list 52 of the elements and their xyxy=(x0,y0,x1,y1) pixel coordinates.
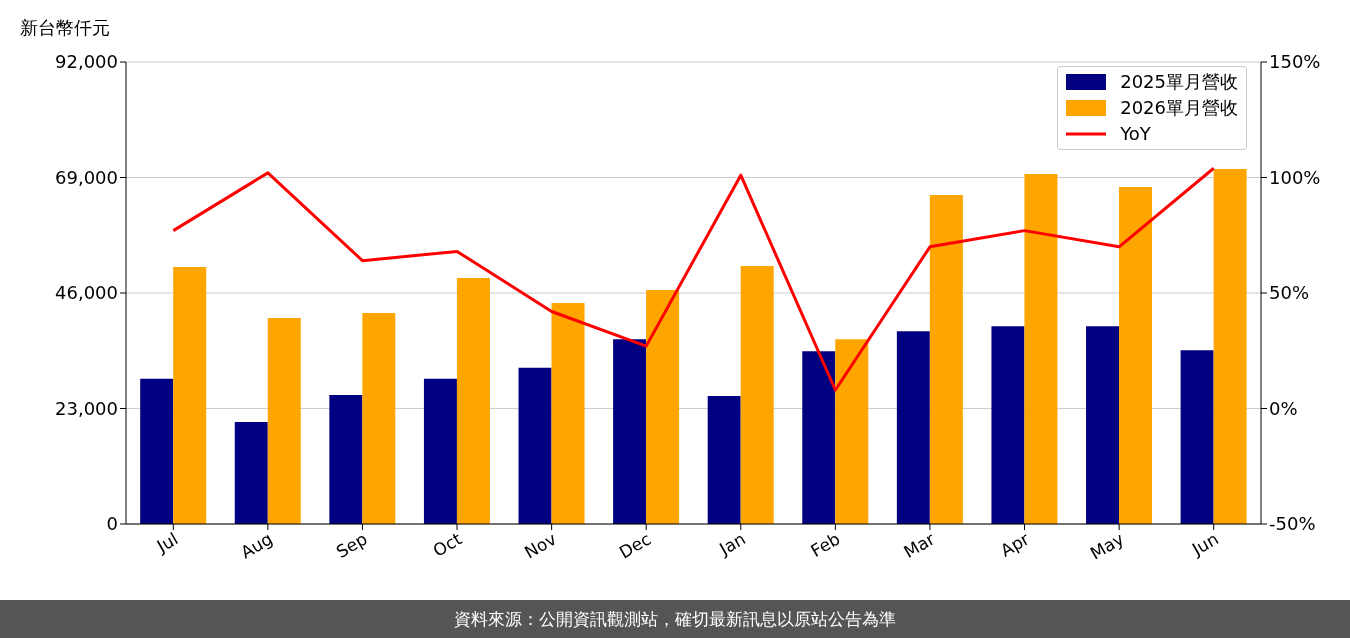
bar xyxy=(1024,173,1058,524)
y-tick-label: 0 xyxy=(106,513,118,535)
bar xyxy=(929,195,963,524)
y2-tick-label: 100% xyxy=(1269,166,1321,188)
x-tick-label: Mar xyxy=(900,528,938,562)
bar xyxy=(802,351,836,524)
y2-tick-label: 150% xyxy=(1269,51,1321,73)
bar xyxy=(234,422,268,524)
y-axis-title: 新台幣仟元 xyxy=(20,16,110,40)
bar xyxy=(646,289,680,524)
y-tick-label: 92,000 xyxy=(55,51,118,73)
x-tick-label: May xyxy=(1086,528,1128,564)
x-tick-label: Oct xyxy=(429,528,466,561)
bar xyxy=(456,277,490,524)
y2-tick-label: -50% xyxy=(1269,513,1316,535)
x-tick-label: Nov xyxy=(520,528,560,563)
bar xyxy=(140,378,174,524)
line-series xyxy=(171,166,1216,392)
x-tick-label: Dec xyxy=(615,528,655,563)
x-tick-label: Sep xyxy=(332,528,371,562)
bar xyxy=(1119,187,1153,524)
bar xyxy=(613,339,647,524)
bar xyxy=(835,339,869,524)
x-tick-label: Aug xyxy=(237,528,276,563)
bar xyxy=(551,303,585,524)
bar xyxy=(707,395,741,524)
x-tick-label: Apr xyxy=(997,528,1033,561)
bar xyxy=(740,265,774,524)
y-tick-label: 69,000 xyxy=(55,166,118,188)
y-tick-label: 46,000 xyxy=(55,282,118,304)
bar xyxy=(329,394,363,524)
bar xyxy=(362,313,396,524)
legend-label: 2025單月營收 xyxy=(1120,70,1238,94)
bar xyxy=(1213,168,1247,524)
source-note: 資料來源：公開資訊觀測站，確切最新訊息以原站公告為準 xyxy=(454,607,896,631)
bar xyxy=(518,367,552,524)
bar xyxy=(423,378,457,524)
bar xyxy=(173,266,207,524)
y-tick-label: 23,000 xyxy=(55,397,118,419)
y2-tick-label: 0% xyxy=(1269,397,1298,419)
x-tick-label: Jul xyxy=(152,528,182,557)
y2-tick-label: 50% xyxy=(1269,282,1310,304)
x-tick-label: Jan xyxy=(715,528,749,560)
bar xyxy=(267,318,301,524)
bar xyxy=(1086,326,1120,524)
bar xyxy=(1180,350,1214,524)
legend-label: 2026單月營收 xyxy=(1120,96,1238,120)
x-tick-label: Feb xyxy=(807,528,844,561)
legend-label: YoY xyxy=(1120,122,1151,146)
bar xyxy=(991,326,1025,524)
bar xyxy=(896,331,930,524)
x-tick-label: Jun xyxy=(1187,528,1222,560)
